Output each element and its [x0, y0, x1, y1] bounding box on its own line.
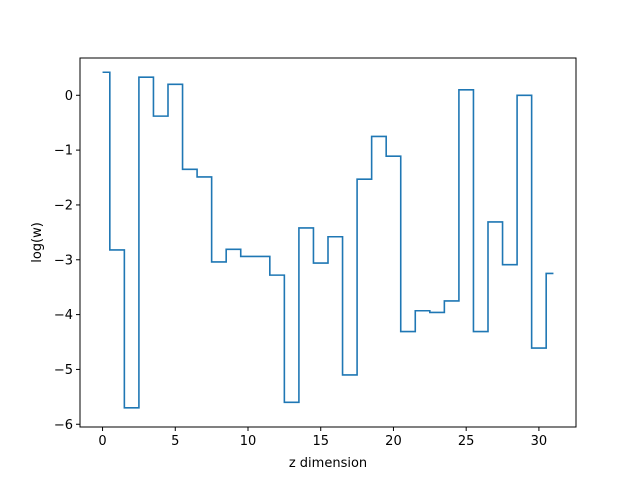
x-tick-label: 25 [458, 434, 475, 449]
x-tick-label: 5 [171, 434, 179, 449]
x-tick-label: 20 [385, 434, 402, 449]
plot-area [102, 71, 554, 409]
y-tick-label: −2 [54, 198, 73, 213]
x-tick-label: 30 [531, 434, 548, 449]
y-tick-label: 0 [65, 89, 73, 104]
axis-ticks: 0 5 10 15 20 25 30 −6 −5 −4 −3 −2 −1 0 [54, 89, 547, 449]
y-tick-label: −5 [54, 363, 73, 378]
series-line-0 [102, 71, 554, 409]
y-tick-label: −6 [54, 418, 73, 433]
x-axis-label: z dimension [289, 456, 367, 471]
x-tick-label: 0 [98, 434, 106, 449]
y-axis-label: log(w) [30, 222, 45, 263]
y-tick-label: −1 [54, 144, 73, 159]
axes-frame [79, 57, 577, 428]
x-tick-label: 15 [312, 434, 329, 449]
x-tick-label: 10 [240, 434, 257, 449]
y-tick-label: −3 [54, 253, 73, 268]
y-tick-label: −4 [54, 308, 73, 323]
